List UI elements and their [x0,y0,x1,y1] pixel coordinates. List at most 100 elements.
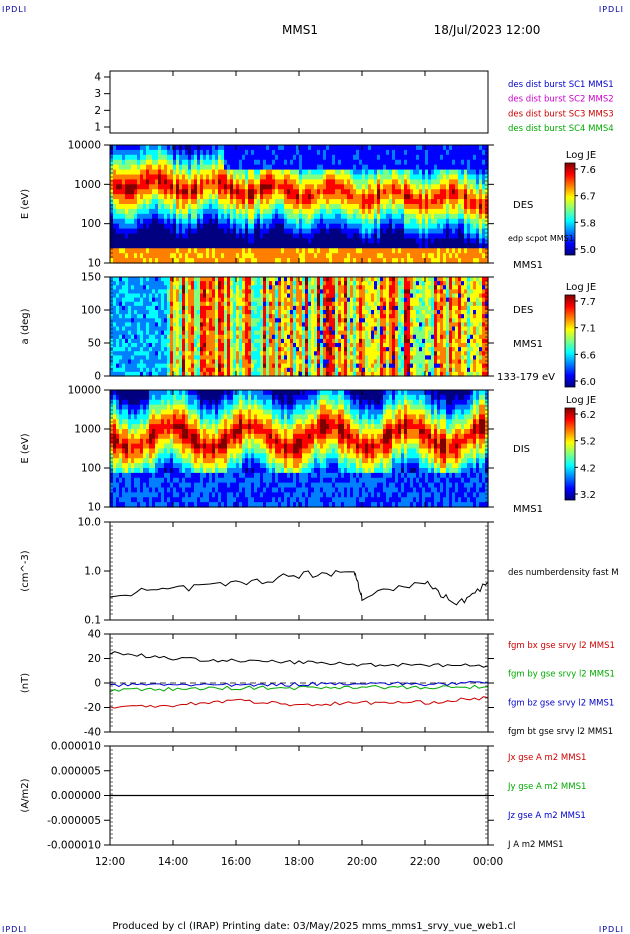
spectrogram-cell [167,243,171,249]
spectrogram-cell [167,199,171,205]
spectrogram-cell [350,223,354,230]
spectrogram-cell [203,326,207,332]
spectrogram-cell [164,289,168,295]
spectrogram-cell [254,322,258,328]
spectrogram-cell [455,189,459,195]
spectrogram-cell [167,310,171,315]
spectrogram-cell [470,218,474,225]
spectrogram-cell [161,243,165,249]
spectrogram-cell [155,233,159,240]
spectrogram-cell [113,322,117,328]
spectrogram-cell [134,334,138,340]
spectrogram-cell [227,338,231,344]
spectrogram-cell [164,322,168,328]
spectrogram-cell [305,297,309,303]
spectrogram-cell [407,213,411,220]
spectrogram-cell [125,310,129,315]
spectrogram-cell [335,277,339,282]
spectrogram-cell [242,351,246,356]
spectrogram-cell [188,164,192,171]
spectrogram-cell [425,248,429,254]
spectrogram-cell [404,184,408,190]
spectrogram-cell [464,204,468,210]
spectrogram-cell [314,179,318,185]
spectrogram-cell [233,322,237,328]
spectrogram-cell [245,145,249,151]
spectrogram-cell [239,223,243,230]
spectrogram-cell [296,243,300,249]
spectrogram-cell [320,330,324,336]
spectrogram-cell [377,213,381,220]
spectrogram-cell [305,218,309,225]
spectrogram-cell [410,189,414,195]
spectrogram-cell [365,145,369,151]
spectrogram-cell [149,149,153,156]
spectrogram-cell [398,238,402,244]
spectrogram-cell [167,371,171,377]
spectrogram-cell [143,233,147,240]
spectrogram-cell [314,330,318,336]
spectrogram-cell [224,310,228,315]
spectrogram-cell [230,338,234,344]
spectrogram-cell [218,293,222,299]
y-tick-label: 10 [88,258,101,270]
spectrogram-cell [365,228,369,235]
spectrogram-cell [323,371,327,377]
spectrogram-cell [290,297,294,303]
spectrogram-cell [221,322,225,328]
spectrogram-cell [485,159,489,166]
spectrogram-cell [158,314,162,319]
spectrogram-cell [392,189,396,195]
spectrogram-cell [275,164,279,171]
spectrogram-cell [245,310,249,315]
spectrogram-cell [218,347,222,352]
spectrogram-cell [311,159,315,166]
spectrogram-cell [110,248,114,254]
spectrogram-cell [176,338,180,344]
spectrogram-cell [170,208,174,215]
spectrogram-cell [380,159,384,166]
spectrogram-cell [479,233,483,240]
spectrogram-cell [230,169,234,176]
spectrogram-cell [359,149,363,156]
spectrogram-cell [281,363,285,369]
spectrogram-cell [362,174,366,181]
spectrogram-cell [194,355,198,361]
spectrogram-cell [158,305,162,311]
spectrogram-cell [326,238,330,244]
spectrogram-cell [134,371,138,377]
spectrogram-cell [254,213,258,220]
spectrogram-cell [323,334,327,340]
spectrogram-cell [140,184,144,190]
spectrogram-cell [311,347,315,352]
spectrogram-cell [419,194,423,200]
spectrogram-cell [134,338,138,344]
spectrogram-cell [146,347,150,352]
spectrogram-cell [416,189,420,195]
spectrogram-cell [464,228,468,235]
spectrogram-cell [374,169,378,176]
spectrogram-cell [134,285,138,290]
spectrogram-cell [335,184,339,190]
spectrogram-cell [485,149,489,156]
spectrogram-cell [167,301,171,307]
spectrogram-cell [131,233,135,240]
spectrogram-cell [440,218,444,225]
spectrogram-cell [272,277,276,282]
spectrogram-cell [233,218,237,225]
spectrogram-cell [371,169,375,176]
spectrogram-cell [275,145,279,151]
spectrogram-cell [278,159,282,166]
spectrogram-cell [176,169,180,176]
spectrogram-cell [254,253,258,259]
spectrogram-cell [209,204,213,210]
spectrogram-cell [296,285,300,290]
spectrogram-cell [395,253,399,259]
spectrogram-cell [170,310,174,315]
spectrogram-cell [176,243,180,249]
spectrogram-cell [116,243,120,249]
spectrogram-cell [182,169,186,176]
spectrogram-cell [149,318,153,323]
spectrogram-cell [227,145,231,151]
spectrogram-cell [440,164,444,171]
